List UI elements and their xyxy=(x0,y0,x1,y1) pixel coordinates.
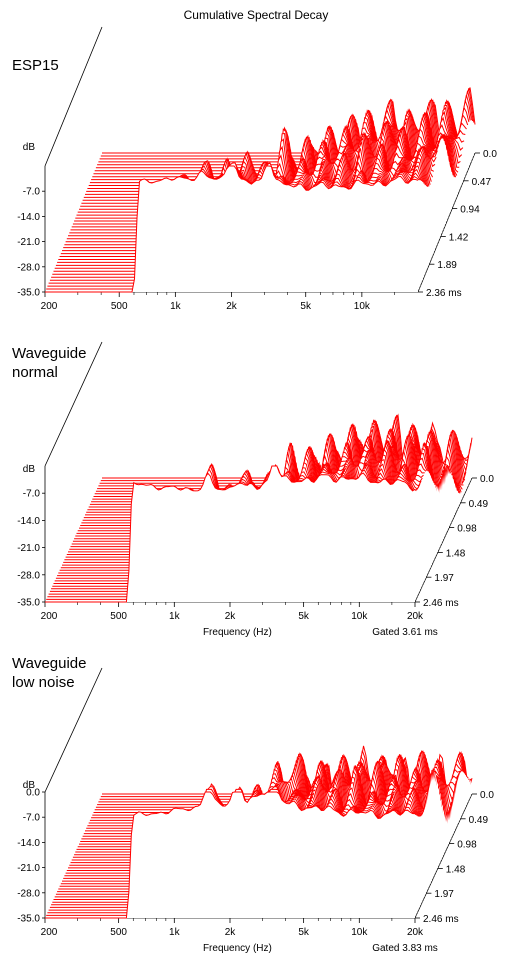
waterfall-surface xyxy=(45,745,473,919)
z-axis-label: dB xyxy=(23,464,36,475)
panel-label-line: low noise xyxy=(12,674,75,691)
time-tick-label: 0.98 xyxy=(457,524,477,535)
time-tick-label: 0.0 xyxy=(480,790,494,801)
panel-label-line: ESP15 xyxy=(12,57,59,74)
time-tick-label: 1.89 xyxy=(437,260,457,271)
time-tick-label: 0.0 xyxy=(483,149,497,160)
slice-fill xyxy=(45,466,415,602)
waterfall-chart-waveguide-normal: Waveguide normal -7.0 -14.0 -21.0 -28.0 -35.0 d… xyxy=(12,341,494,638)
time-tick-label: 0.98 xyxy=(457,840,477,851)
x-tick-label: 200 xyxy=(41,611,58,622)
z-tick-label: -35.0 xyxy=(17,288,40,299)
x-tick-label: 5k xyxy=(300,301,312,312)
x-tick-label: 1k xyxy=(169,927,181,938)
panel-label-line: Waveguide xyxy=(12,345,87,362)
z-tick-label: -21.0 xyxy=(17,863,40,874)
x-tick-label: 10k xyxy=(351,927,368,938)
depth-axis-top xyxy=(44,667,103,793)
x-axis-label: Frequency (Hz) xyxy=(203,627,272,638)
time-tick-label: 1.42 xyxy=(449,232,469,243)
x-axis-label: Frequency (Hz) xyxy=(203,943,272,954)
time-tick-label: 0.47 xyxy=(472,177,492,188)
gated-label: Gated 3.61 ms xyxy=(372,627,438,638)
waterfall-chart-esp15: ESP15 -7.0 -14.0 -21.0 -28.0 -35.0 dB 200 500 1k 2… xyxy=(12,26,497,312)
x-tick-label: 500 xyxy=(110,927,127,938)
z-axis-label: dB xyxy=(23,142,36,153)
time-tick-label: 1.97 xyxy=(434,889,454,900)
time-tick-label: 0.49 xyxy=(469,815,489,826)
x-tick-label: 500 xyxy=(110,611,127,622)
time-tick-label: 2.36 ms xyxy=(426,288,462,299)
x-tick-label: 5k xyxy=(298,927,310,938)
panel-label-line: Waveguide xyxy=(12,655,87,672)
waterfall-chart-waveguide-low-noise: Waveguide low noise 0.0 -7.0 -14.0 -21.0 -28.0… xyxy=(12,655,494,954)
time-tick-label: 2.46 ms xyxy=(423,598,459,609)
z-tick-label: -35.0 xyxy=(17,598,40,609)
slice-fill xyxy=(45,166,418,292)
z-tick-label: -28.0 xyxy=(17,888,40,899)
panel-label-line: normal xyxy=(12,364,58,381)
z-tick-label: 0.0 xyxy=(26,788,40,799)
x-tick-label: 2k xyxy=(225,611,237,622)
depth-axis-top xyxy=(44,26,103,167)
decay-slice-line xyxy=(45,465,416,603)
waterfall-surface xyxy=(45,413,473,603)
waterfall-surface xyxy=(45,87,476,293)
time-tick-label: 1.48 xyxy=(446,548,466,559)
z-tick-label: -21.0 xyxy=(17,543,40,554)
x-tick-label: 10k xyxy=(351,611,368,622)
gated-label: Gated 3.83 ms xyxy=(372,943,438,954)
time-tick-label: 0.49 xyxy=(469,499,489,510)
x-tick-label: 2k xyxy=(225,927,237,938)
time-tick-label: 0.0 xyxy=(480,474,494,485)
time-tick-label: 1.48 xyxy=(446,864,466,875)
x-tick-label: 20k xyxy=(407,611,424,622)
decay-slice-line xyxy=(45,791,416,919)
page-title: Cumulative Spectral Decay xyxy=(183,8,329,22)
x-tick-label: 1k xyxy=(169,611,181,622)
z-tick-label: -28.0 xyxy=(17,262,40,273)
depth-axis-top xyxy=(44,341,103,467)
time-tick-label: 2.46 ms xyxy=(423,914,459,925)
x-tick-label: 500 xyxy=(111,301,128,312)
time-tick-label: 0.94 xyxy=(460,205,480,216)
z-tick-label: -28.0 xyxy=(17,570,40,581)
z-tick-label: -35.0 xyxy=(17,914,40,925)
x-tick-label: 1k xyxy=(170,301,182,312)
time-tick-label: 1.97 xyxy=(434,573,454,584)
z-tick-label: -7.0 xyxy=(23,813,41,824)
z-tick-label: -7.0 xyxy=(23,187,41,198)
z-axis-label: dB xyxy=(23,780,36,791)
depth-axis-right xyxy=(417,152,476,293)
z-tick-label: -7.0 xyxy=(23,489,41,500)
x-tick-label: 10k xyxy=(354,301,371,312)
x-tick-label: 200 xyxy=(41,301,58,312)
z-tick-label: -14.0 xyxy=(17,838,40,849)
depth-axis-right xyxy=(414,477,473,603)
x-tick-label: 5k xyxy=(298,611,310,622)
x-tick-label: 2k xyxy=(226,301,238,312)
decay-slice-line xyxy=(45,165,419,293)
depth-axis-right xyxy=(414,793,473,919)
x-tick-label: 200 xyxy=(41,927,58,938)
z-tick-label: -21.0 xyxy=(17,237,40,248)
z-tick-label: -14.0 xyxy=(17,516,40,527)
decay-slice-line xyxy=(46,162,420,290)
z-tick-label: -14.0 xyxy=(17,212,40,223)
slice-fill xyxy=(45,792,415,918)
x-tick-label: 20k xyxy=(407,927,424,938)
